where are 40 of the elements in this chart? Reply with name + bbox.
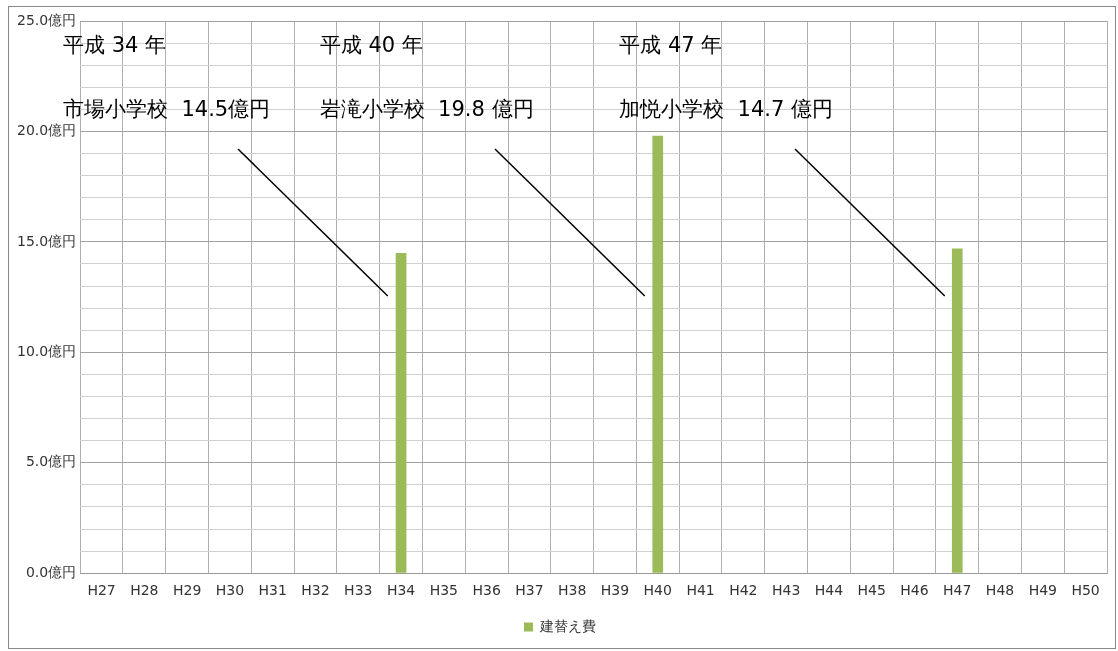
y-tick-label: 5.0億円	[25, 453, 77, 470]
x-tick-label: H27	[87, 582, 116, 599]
bar	[951, 248, 963, 573]
x-tick-label: H50	[1071, 582, 1100, 599]
legend-label: 建替え費	[539, 617, 596, 634]
annotation: 加悦小学校 14.7 億円	[619, 97, 834, 122]
x-tick-label: H37	[515, 582, 544, 599]
x-tick-label: H34	[386, 582, 416, 599]
y-tick-label: 20.0億円	[17, 122, 77, 139]
x-tick-label: H40	[643, 582, 672, 599]
x-tick-label: H45	[857, 582, 886, 599]
x-tick-label: H30	[215, 582, 245, 599]
annotation: 平成 34 年	[63, 33, 167, 58]
x-tick-label: H38	[558, 582, 587, 599]
annotation: 岩滝小学校 19.8 億円	[319, 97, 534, 122]
x-tick-label: H35	[429, 582, 459, 599]
y-tick-label: 0.0億円	[25, 563, 77, 580]
x-tick-label: H41	[686, 582, 715, 599]
x-tick-label: H31	[258, 582, 287, 599]
x-tick-label: H49	[1028, 582, 1057, 599]
x-tick-label: H48	[985, 582, 1015, 599]
x-tick-label: H47	[943, 582, 972, 599]
annotation: 市場小学校 14.5億円	[63, 97, 271, 122]
y-tick-label: 25.0億円	[17, 11, 77, 28]
annotation: 平成 47 年	[619, 33, 723, 58]
y-tick-label: 10.0億円	[17, 342, 77, 359]
bar	[652, 135, 664, 573]
x-tick-label: H46	[900, 582, 929, 599]
x-tick-label: H42	[729, 582, 758, 599]
x-tick-label: H28	[130, 582, 159, 599]
x-tick-label: H39	[600, 582, 630, 599]
x-tick-label: H29	[172, 582, 202, 599]
bar	[395, 252, 407, 573]
x-tick-label: H36	[472, 582, 501, 599]
annotation: 平成 40 年	[319, 33, 423, 58]
x-tick-label: H32	[301, 582, 330, 599]
y-tick-label: 15.0億円	[17, 232, 77, 249]
x-tick-label: H33	[344, 582, 373, 599]
x-tick-label: H43	[771, 582, 801, 599]
x-tick-label: H44	[814, 582, 844, 599]
